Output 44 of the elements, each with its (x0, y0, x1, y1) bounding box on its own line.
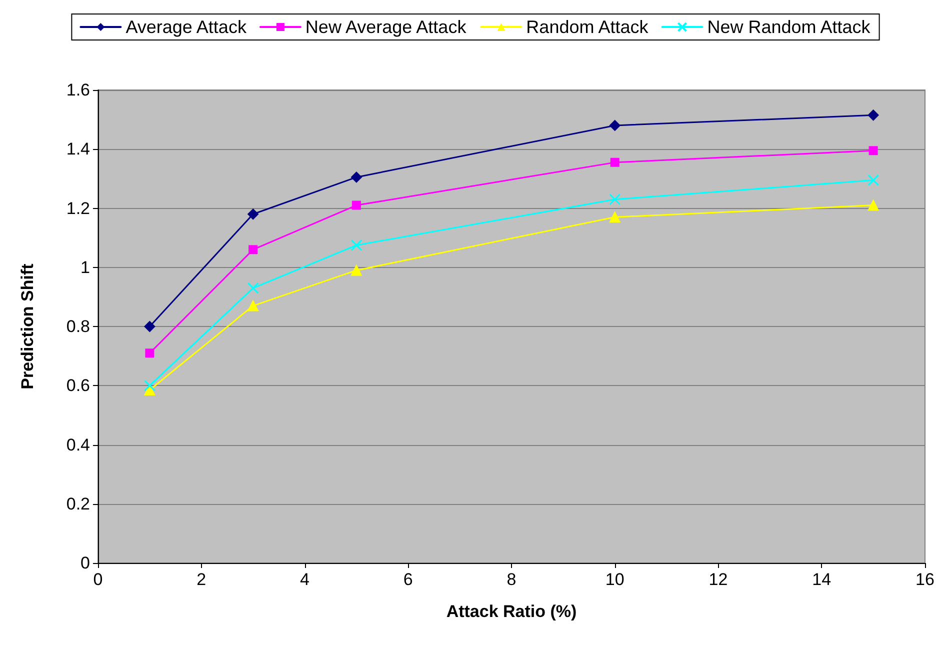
x-tick-label: 2 (196, 570, 206, 589)
legend-label: Random Attack (526, 17, 650, 37)
y-tick-label: 1.2 (66, 198, 90, 218)
point (144, 384, 156, 396)
y-tick-label: 0.4 (66, 435, 90, 454)
point (145, 348, 154, 358)
y-tick-label: 0.8 (66, 317, 90, 336)
y-axis-title: Prediction Shift (18, 263, 37, 390)
x-tick-label: 6 (403, 570, 413, 589)
point (868, 146, 878, 156)
y-tick-label: 0 (80, 554, 90, 572)
point (248, 208, 259, 220)
point (350, 239, 362, 251)
legend-label: New Average Attack (305, 17, 468, 37)
point (350, 172, 362, 183)
legend-label: Average Attack (126, 17, 248, 37)
point (868, 174, 880, 186)
point (144, 380, 156, 392)
y-tick-label: 0.6 (66, 376, 90, 396)
point (609, 212, 620, 223)
point (609, 120, 620, 131)
x-tick-label: 4 (300, 570, 310, 589)
x-tick-label: 0 (93, 570, 103, 589)
point (247, 282, 259, 294)
x-tick-label: 10 (605, 570, 624, 589)
y-tick-label: 1.6 (66, 80, 90, 100)
point (868, 110, 879, 121)
x-tick-label: 16 (916, 570, 934, 589)
point (350, 264, 362, 276)
point (609, 194, 621, 206)
y-tick-label: 1 (80, 258, 90, 277)
point (248, 300, 259, 312)
x-tick-label: 12 (708, 570, 728, 589)
point (868, 200, 879, 211)
point (610, 158, 620, 167)
legend-label: New Random Attack (707, 17, 872, 37)
x-axis-title: Attack Ratio (%) (446, 602, 577, 621)
x-tick-label: 8 (506, 570, 516, 589)
point (248, 245, 258, 254)
y-tick-label: 1.4 (66, 140, 90, 159)
y-tick-label: 0.2 (66, 494, 90, 514)
x-tick-label: 14 (812, 570, 832, 589)
point (144, 321, 156, 332)
point (352, 200, 361, 210)
